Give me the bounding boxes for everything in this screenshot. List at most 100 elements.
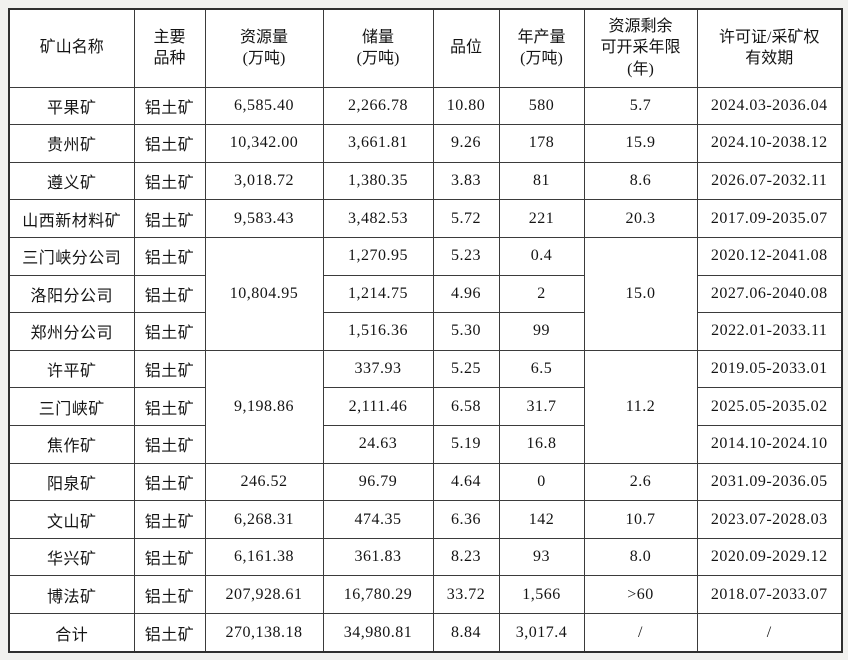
- table-cell: 2018.07-2033.07: [696, 575, 843, 615]
- table-cell: 337.93: [322, 349, 434, 389]
- table-cell: 许平矿: [8, 349, 135, 389]
- table-row: 华兴矿 铝土矿 6,161.38 361.83 8.23 93 8.0 2020.09-202…: [8, 537, 843, 577]
- table-cell: 2027.06-2040.08: [696, 274, 843, 314]
- table-cell: 16,780.29: [322, 575, 434, 615]
- table-cell: 474.35: [322, 500, 434, 539]
- column-header-main-variety: 主要 品种: [133, 8, 206, 88]
- table-cell: 文山矿: [8, 500, 135, 539]
- table-cell: 洛阳分公司: [8, 274, 135, 314]
- table-cell: 15.0: [583, 236, 698, 351]
- table-row: 郑州分公司 铝土矿 1,516.36 5.30 99 2022.01-2033.11: [8, 312, 843, 351]
- table-cell: 2024.03-2036.04: [696, 86, 843, 126]
- table-cell: 361.83: [322, 537, 434, 577]
- table-cell: 2014.10-2024.10: [696, 424, 843, 464]
- table-row: 文山矿 铝土矿 6,268.31 474.35 6.36 142 10.7 2023.07-2…: [8, 500, 843, 539]
- table-row: 合计 铝土矿 270,138.18 34,980.81 8.84 3,017.4//: [8, 613, 843, 653]
- table-cell: 郑州分公司: [8, 312, 135, 351]
- table-cell: 4.96: [432, 274, 500, 314]
- table-cell: 2031.09-2036.05: [696, 462, 843, 502]
- column-header-annual-output: 年产量 (万吨): [498, 8, 585, 88]
- table-cell: 3,482.53: [322, 199, 434, 238]
- table-cell: 3,017.4: [498, 613, 585, 653]
- table-cell: 山西新材料矿: [8, 199, 135, 238]
- table-cell: 2022.01-2033.11: [696, 312, 843, 351]
- table-cell: 三门峡矿: [8, 387, 135, 426]
- table-cell: 0.4: [498, 236, 585, 276]
- table-row: 平果矿 铝土矿 6,585.40 2,266.78 10.80 580 5.7 2024.03…: [8, 86, 843, 126]
- table-row: 三门峡矿 铝土矿 2,111.46 6.58 31.7 2025.05-2035.02: [8, 387, 843, 426]
- table-row: 山西新材料矿 铝土矿 9,583.43 3,482.53 5.72 221 20.3 2017…: [8, 199, 843, 238]
- table-cell: 铝土矿: [133, 424, 206, 464]
- table-cell: 2020.12-2041.08: [696, 236, 843, 276]
- table-cell: 33.72: [432, 575, 500, 615]
- table-cell: 2024.10-2038.12: [696, 124, 843, 163]
- table-cell: 4.64: [432, 462, 500, 502]
- table-cell: 5.19: [432, 424, 500, 464]
- table-cell: /: [696, 613, 843, 653]
- table-cell: 合计: [8, 613, 135, 653]
- table-cell: 3,018.72: [204, 161, 324, 201]
- table-cell: 221: [498, 199, 585, 238]
- table-cell: 34,980.81: [322, 613, 434, 653]
- table-cell: 24.63: [322, 424, 434, 464]
- table-cell: 178: [498, 124, 585, 163]
- table-cell: 铝土矿: [133, 274, 206, 314]
- table-cell: 5.7: [583, 86, 698, 126]
- table-row: 三门峡分公司 铝土矿 10,804.95 1,270.95 5.23 0.4 15.0 202…: [8, 236, 843, 351]
- table-cell: 阳泉矿: [8, 462, 135, 502]
- table-cell: 10.7: [583, 500, 698, 539]
- table-cell: 2026.07-2032.11: [696, 161, 843, 201]
- table-cell: 铝土矿: [133, 613, 206, 653]
- table-cell: 16.8: [498, 424, 585, 464]
- table-cell: 81: [498, 161, 585, 201]
- table-cell: 铝土矿: [133, 312, 206, 351]
- table-cell: 6,268.31: [204, 500, 324, 539]
- table-cell: 96.79: [322, 462, 434, 502]
- table-cell: 2,266.78: [322, 86, 434, 126]
- table-cell: 2: [498, 274, 585, 314]
- table-cell: 93: [498, 537, 585, 577]
- table-cell: 270,138.18: [204, 613, 324, 653]
- table-cell: 铝土矿: [133, 462, 206, 502]
- table-cell: 1,566: [498, 575, 585, 615]
- table-cell: 6,585.40: [204, 86, 324, 126]
- table-cell: 遵义矿: [8, 161, 135, 201]
- table-row: 博法矿 铝土矿 207,928.61 16,780.29 33.72 1,566 >60 20…: [8, 575, 843, 615]
- table-cell: 5.25: [432, 349, 500, 389]
- table-cell: 8.6: [583, 161, 698, 201]
- table-cell: 11.2: [583, 349, 698, 464]
- table-row: 焦作矿 铝土矿 24.63 5.19 16.8 2014.10-2024.10: [8, 424, 843, 464]
- table-cell: 5.23: [432, 236, 500, 276]
- table-cell: 6.58: [432, 387, 500, 426]
- header-row: 矿山名称 主要 品种 资源量 (万吨) 储量 (万吨) 品位 年产量 (万吨) …: [8, 8, 843, 88]
- table-row: 阳泉矿 铝土矿 246.52 96.79 4.64 0 2.6 2031.09-2036.05: [8, 462, 843, 502]
- table-cell: 铝土矿: [133, 537, 206, 577]
- table-cell: 1,270.95: [322, 236, 434, 276]
- table-cell: 铝土矿: [133, 199, 206, 238]
- table-cell: 3,661.81: [322, 124, 434, 163]
- table-row: 贵州矿 铝土矿 10,342.00 3,661.81 9.26 178 15.9 2024.1…: [8, 124, 843, 163]
- table-cell: 平果矿: [8, 86, 135, 126]
- table-cell: 142: [498, 500, 585, 539]
- table-cell: 31.7: [498, 387, 585, 426]
- table-cell: 三门峡分公司: [8, 236, 135, 276]
- table-cell: 铝土矿: [133, 349, 206, 389]
- table-cell: 1,214.75: [322, 274, 434, 314]
- table-cell: 铝土矿: [133, 124, 206, 163]
- table-cell: 2019.05-2033.01: [696, 349, 843, 389]
- table-cell: 0: [498, 462, 585, 502]
- column-header-mine-name: 矿山名称: [8, 8, 135, 88]
- table-cell: 铝土矿: [133, 387, 206, 426]
- table-cell: 15.9: [583, 124, 698, 163]
- table-cell: 9,583.43: [204, 199, 324, 238]
- table-cell: 铝土矿: [133, 500, 206, 539]
- column-header-remaining-years: 资源剩余 可开采年限 (年): [583, 8, 698, 88]
- table-cell: /: [583, 613, 698, 653]
- table-cell: 20.3: [583, 199, 698, 238]
- table-body: 平果矿 铝土矿 6,585.40 2,266.78 10.80 580 5.7 2024.03…: [8, 86, 843, 653]
- table-cell: 10.80: [432, 86, 500, 126]
- column-header-grade: 品位: [432, 8, 500, 88]
- mine-resource-table: 矿山名称 主要 品种 资源量 (万吨) 储量 (万吨) 品位 年产量 (万吨) …: [8, 8, 843, 653]
- table-cell: 5.30: [432, 312, 500, 351]
- table-row: 许平矿 铝土矿 9,198.86 337.93 5.25 6.5 11.2 2019.05-2…: [8, 349, 843, 464]
